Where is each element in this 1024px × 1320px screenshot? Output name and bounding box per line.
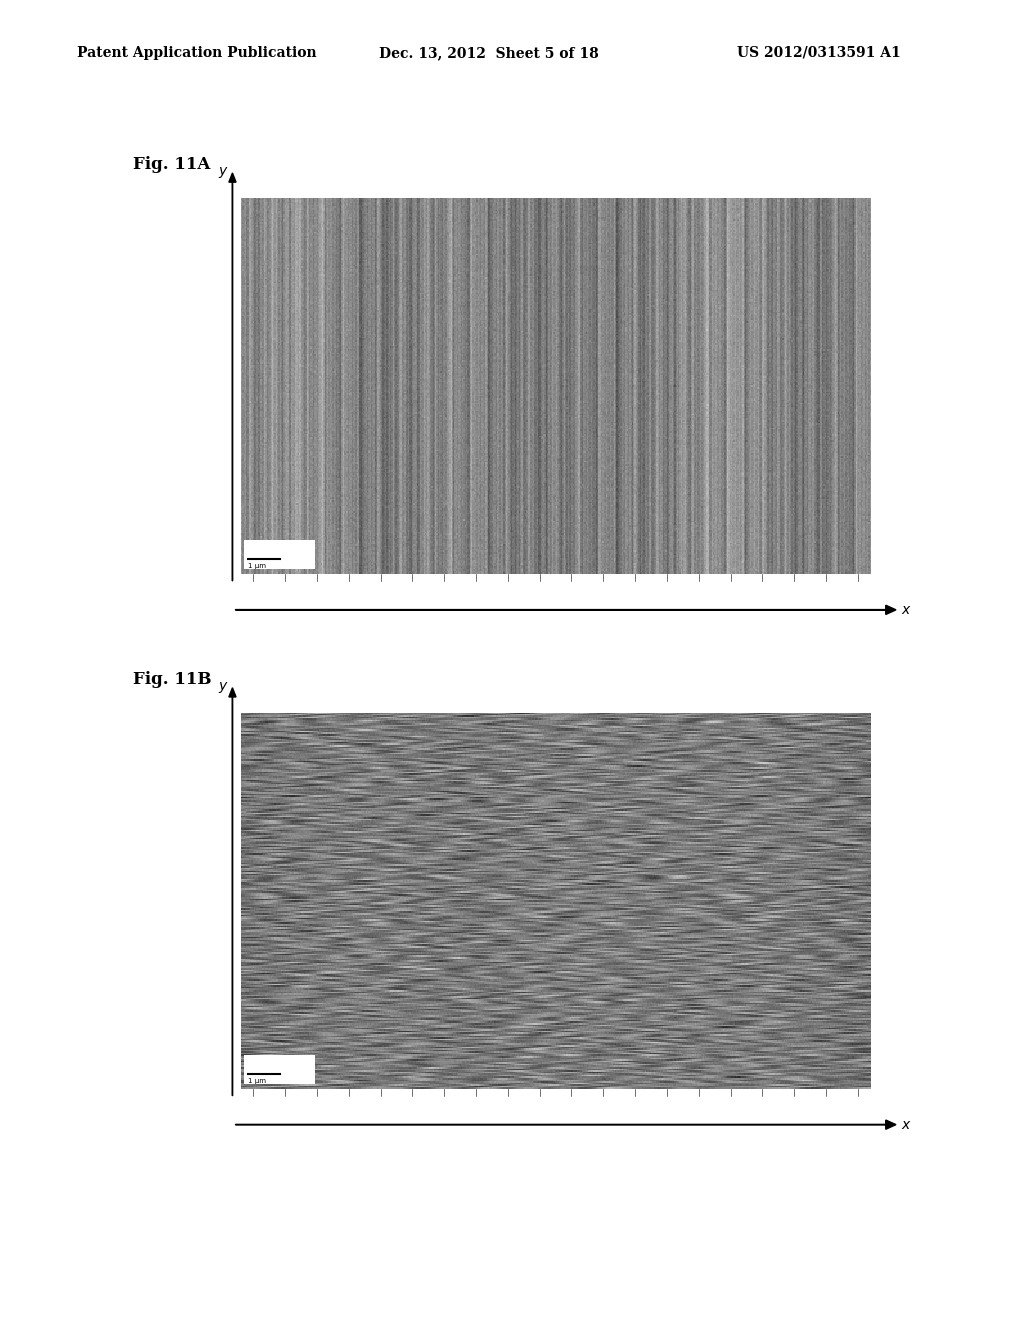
Text: 1 μm: 1 μm — [248, 1077, 265, 1084]
Bar — [244, 1055, 314, 1084]
Text: y: y — [218, 678, 226, 693]
Text: x: x — [901, 603, 909, 616]
Text: Fig. 11B: Fig. 11B — [133, 671, 212, 688]
Text: 1 μm: 1 μm — [248, 562, 265, 569]
Bar — [244, 540, 314, 569]
Text: y: y — [218, 164, 226, 178]
Text: x: x — [901, 1118, 909, 1131]
Text: Dec. 13, 2012  Sheet 5 of 18: Dec. 13, 2012 Sheet 5 of 18 — [379, 46, 599, 59]
Text: Fig. 11A: Fig. 11A — [133, 156, 211, 173]
Text: Patent Application Publication: Patent Application Publication — [77, 46, 316, 59]
Text: US 2012/0313591 A1: US 2012/0313591 A1 — [737, 46, 901, 59]
